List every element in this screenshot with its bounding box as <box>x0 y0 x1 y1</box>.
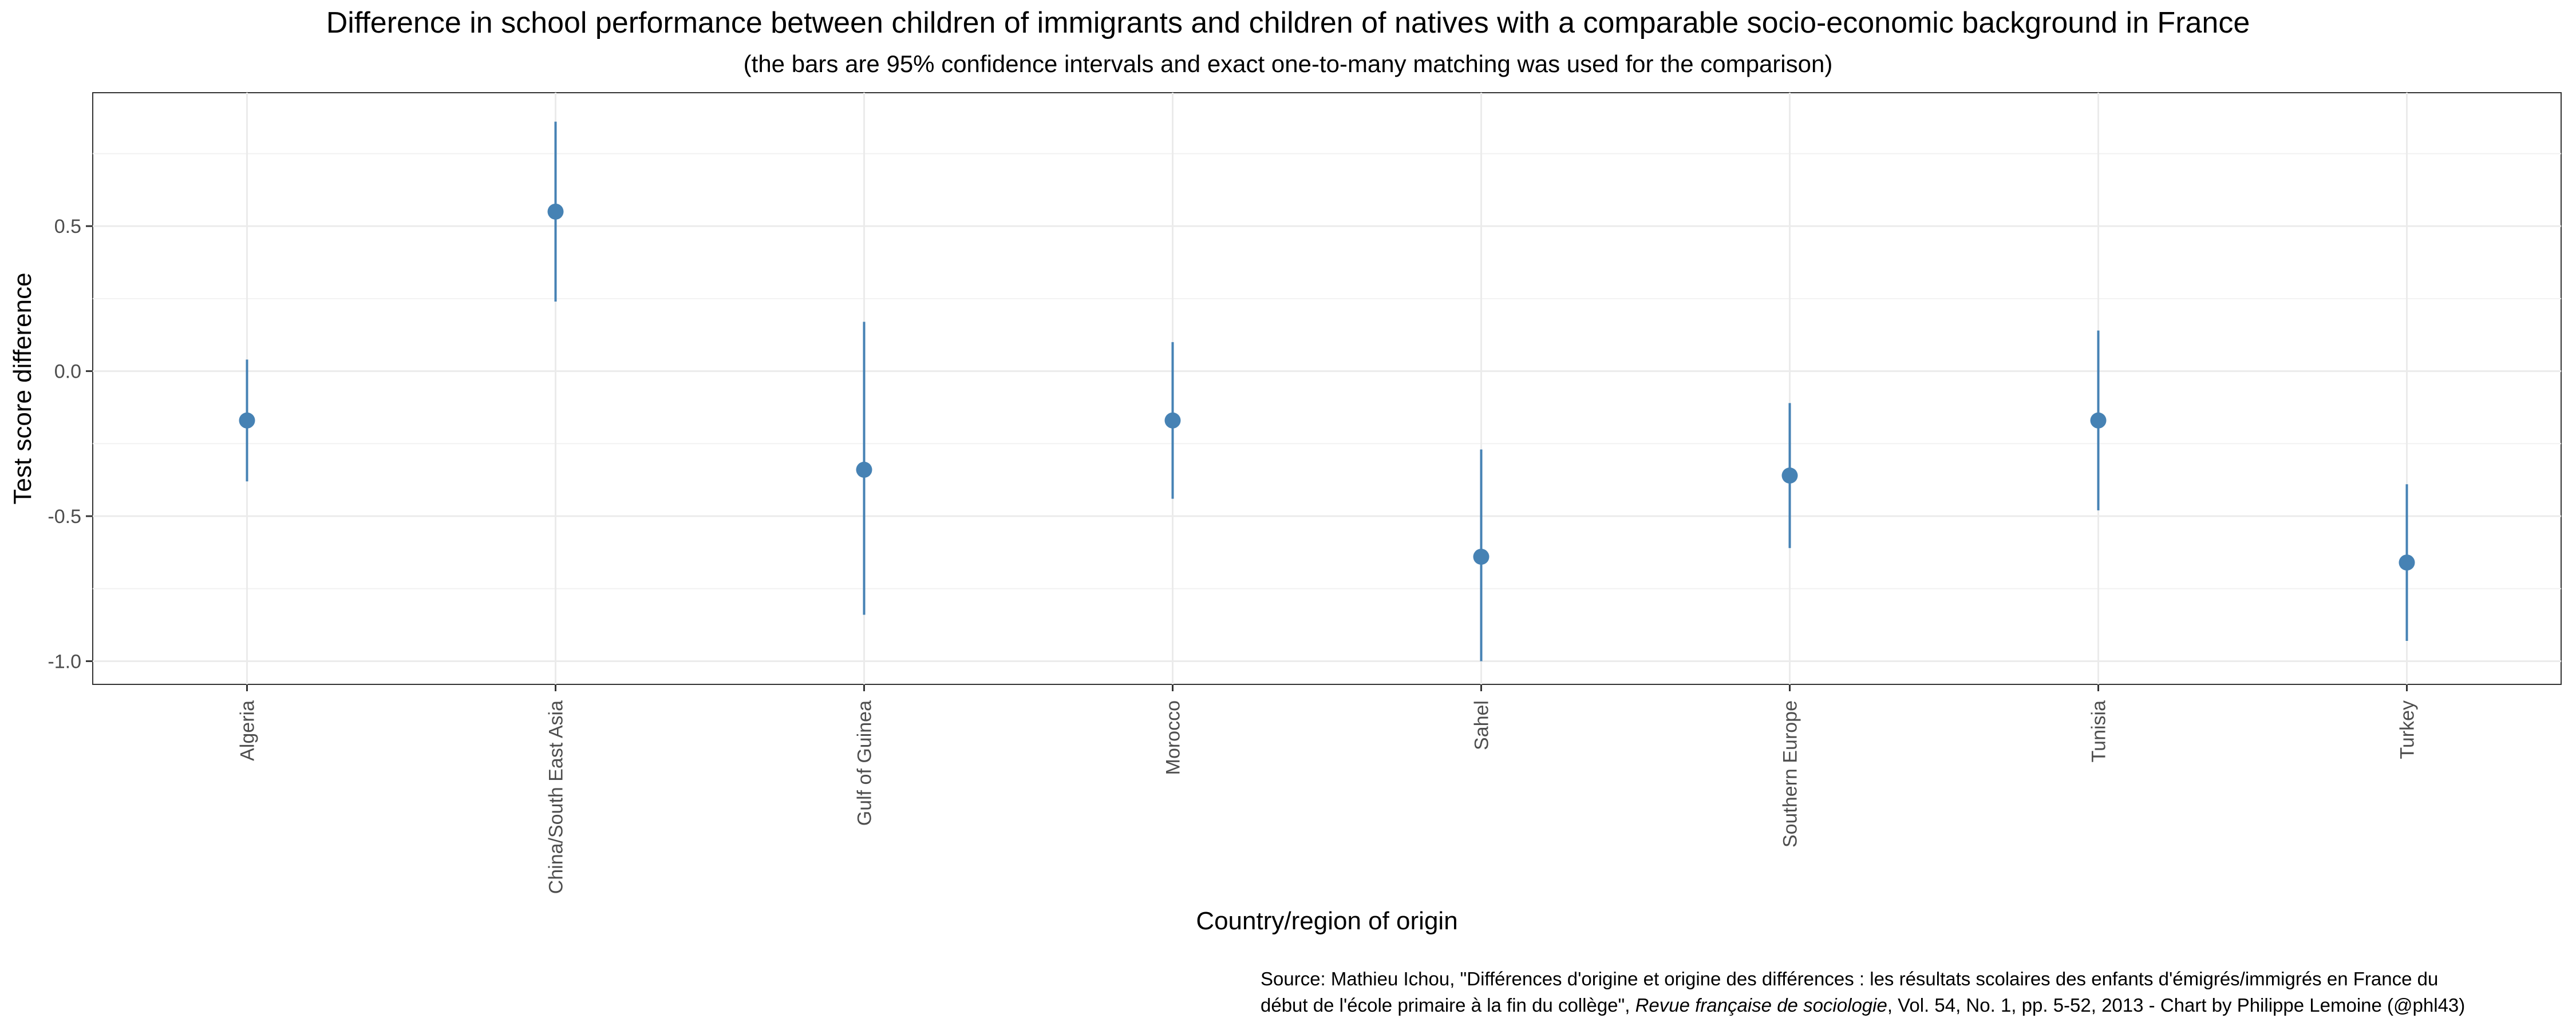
x-tick-label: Gulf of Guinea <box>854 700 876 826</box>
data-point <box>2090 412 2107 429</box>
data-point <box>1164 412 1181 429</box>
data-marks <box>239 121 2415 661</box>
data-point <box>239 412 255 429</box>
data-point <box>856 461 872 478</box>
x-tick-label: Morocco <box>1163 700 1184 775</box>
caption-line-1: Source: Mathieu Ichou, "Différences d'or… <box>1261 968 2439 989</box>
source-caption: Source: Mathieu Ichou, "Différences d'or… <box>1261 966 2543 1019</box>
x-tick-label: Southern Europe <box>1780 700 1801 847</box>
x-tick-label: Algeria <box>237 700 259 761</box>
y-tick-label: 0.5 <box>54 216 81 237</box>
caption-journal: Revue française de sociologie <box>1635 995 1887 1016</box>
x-tick-label: China/South East Asia <box>546 700 567 894</box>
x-axis-title: Country/region of origin <box>1196 907 1457 935</box>
data-point <box>547 203 564 220</box>
x-tick-label: Turkey <box>2397 700 2419 759</box>
y-tick-label: -0.5 <box>48 506 81 528</box>
plot-panel <box>92 92 2562 685</box>
y-axis-title: Test score difference <box>9 272 37 504</box>
axes: 0.5 0.0 -0.5 -1.0 Algeria China/South East As… <box>48 216 2418 894</box>
data-point <box>1473 548 1490 565</box>
data-point <box>1781 468 1798 484</box>
caption-line-2-start: début de l'école primaire à la fin du co… <box>1261 995 1635 1016</box>
chart-title: Difference in school performance between… <box>326 6 2250 39</box>
y-tick-label: 0.0 <box>54 361 81 383</box>
caption-line-2-end: , Vol. 54, No. 1, pp. 5-52, 2013 - Chart… <box>1887 995 2466 1016</box>
data-point <box>2399 554 2415 571</box>
x-tick-label: Sahel <box>1471 700 1493 750</box>
y-tick-label: -1.0 <box>48 651 81 672</box>
x-tick-label: Tunisia <box>2088 700 2110 762</box>
chart-subtitle: (the bars are 95% confidence intervals a… <box>743 50 1833 77</box>
